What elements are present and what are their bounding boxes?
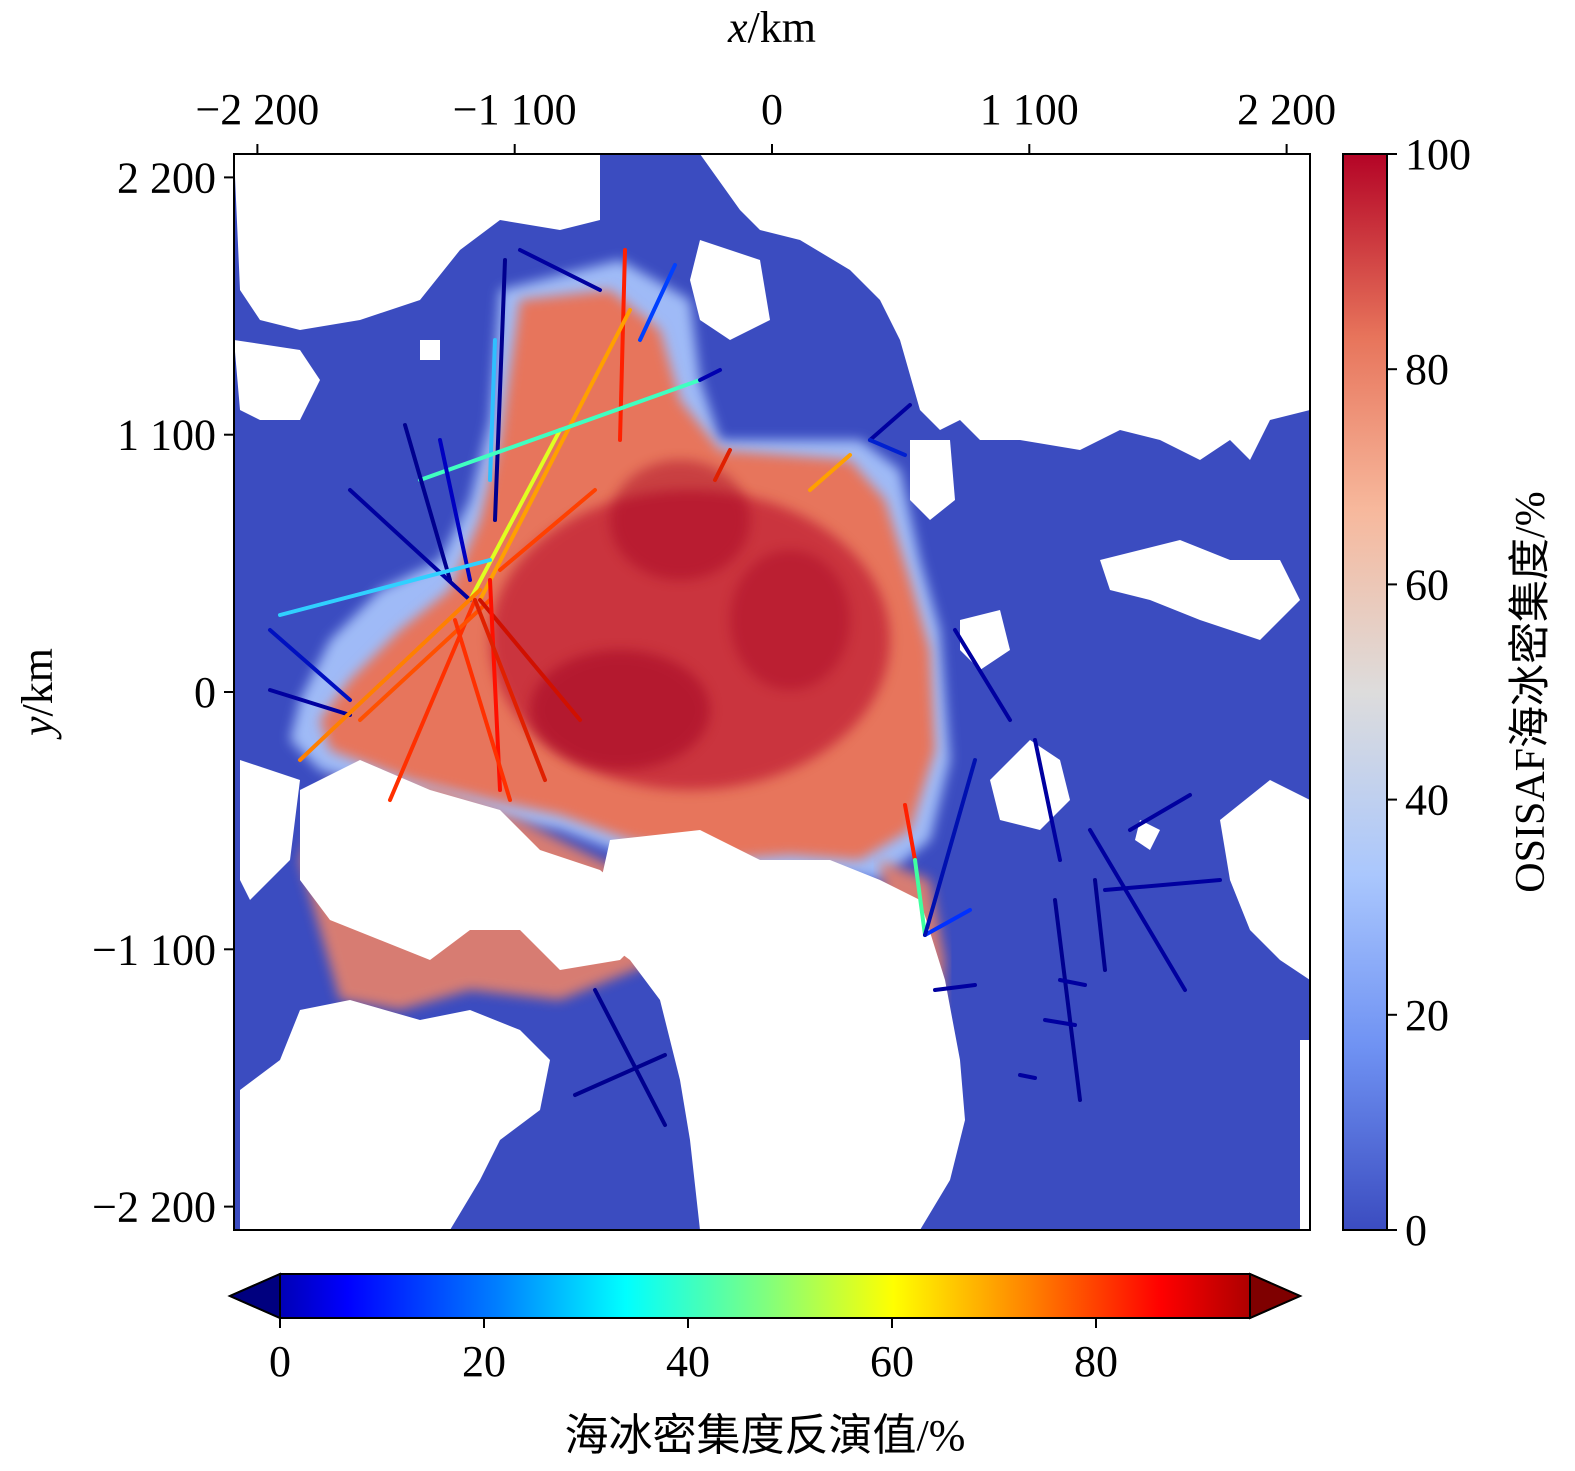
y-axis-label: y/km — [13, 648, 62, 740]
x-tick-label: 0 — [761, 85, 783, 134]
greenland — [590, 830, 965, 1230]
x-axis-label-var: x — [727, 3, 748, 52]
y-tick-label: −2 200 — [92, 1183, 216, 1232]
x-axis-label: x/km — [727, 3, 816, 52]
right-colorbar-label: OSISAF海冰密集度/% — [1507, 491, 1554, 892]
map-panel — [234, 154, 1310, 1230]
colorbar-extend-high — [1249, 1272, 1303, 1320]
colorbar-extend-low — [227, 1272, 281, 1320]
x-axis-ticks: −2 200 −1 100 0 1 100 2 200 — [195, 85, 1336, 154]
bottom-colorbar-tick-label: 40 — [666, 1337, 710, 1386]
y-axis-label-unit: /km — [13, 648, 62, 716]
y-axis-ticks: 2 200 1 100 0 −1 100 −2 200 — [92, 153, 234, 1232]
right-colorbar — [1342, 153, 1388, 1231]
bottom-colorbar-ticks: 0 20 40 60 80 — [269, 1318, 1118, 1386]
bottom-colorbar-label: 海冰密集度反演值/% — [565, 1411, 966, 1460]
y-tick-label: 0 — [194, 668, 216, 717]
x-tick-label: −2 200 — [195, 85, 319, 134]
right-colorbar-tick-label: 40 — [1405, 776, 1449, 825]
bottom-colorbar-tick-label: 20 — [462, 1337, 506, 1386]
y-tick-label: −1 100 — [92, 925, 216, 974]
right-colorbar-tick-label: 100 — [1405, 130, 1471, 179]
bottom-colorbar-tick-label: 60 — [870, 1337, 914, 1386]
right-colorbar-tick-label: 0 — [1405, 1206, 1427, 1255]
bottom-colorbar — [227, 1273, 1303, 1319]
bottom-colorbar-tick-label: 0 — [269, 1337, 291, 1386]
right-colorbar-tick-label: 60 — [1405, 560, 1449, 609]
y-tick-label: 1 100 — [117, 411, 216, 460]
north-coast-land — [234, 154, 600, 330]
y-tick-label: 2 200 — [117, 153, 216, 202]
right-colorbar-tick-label: 80 — [1405, 345, 1449, 394]
retrieval-tracks — [268, 248, 1222, 1127]
x-tick-label: −1 100 — [453, 85, 577, 134]
y-axis-label-var: y — [13, 716, 62, 740]
x-axis-label-unit: /km — [748, 3, 816, 52]
bottom-colorbar-tick-label: 80 — [1074, 1337, 1118, 1386]
x-tick-label: 1 100 — [980, 85, 1079, 134]
right-colorbar-tick-label: 20 — [1405, 991, 1449, 1040]
right-colorbar-ticks: 0 20 40 60 80 100 — [1387, 130, 1471, 1255]
x-tick-label: 2 200 — [1237, 85, 1336, 134]
land-mask — [234, 154, 1310, 1230]
